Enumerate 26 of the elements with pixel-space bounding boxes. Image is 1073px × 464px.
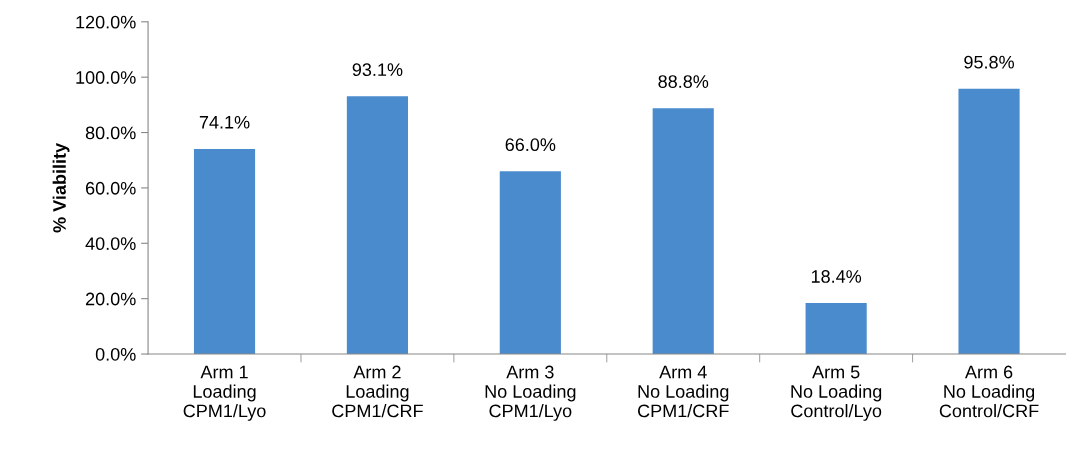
data-label: 18.4% (811, 270, 862, 283)
bar (499, 171, 561, 355)
bar (193, 148, 256, 355)
x-tick-label: Arm 6 No Loading Control/CRF (939, 365, 1039, 418)
y-tick-label: 40.0% (85, 237, 136, 251)
x-tick-label: Arm 2 Loading CPM1/CRF (332, 365, 423, 418)
bar (958, 88, 1020, 355)
bar (652, 108, 714, 355)
data-label: 74.1% (199, 115, 250, 129)
y-tick-label: 0.0% (95, 347, 136, 361)
bar (346, 96, 409, 355)
data-label: 93.1% (352, 63, 403, 77)
x-tick-label: Arm 5 No Loading Control/Lyo (791, 365, 882, 421)
y-tick-label: 60.0% (85, 181, 136, 195)
data-label: 66.0% (505, 138, 556, 152)
data-label: 95.8% (964, 55, 1014, 69)
x-tick-label: Arm 3 No Loading CPM1/Lyo (485, 365, 576, 421)
y-tick-label: 100.0% (76, 71, 136, 84)
x-tick-label: Arm 4 No Loading CPM1/CRF (638, 365, 729, 418)
y-tick-label: 120.0% (76, 15, 136, 29)
bar (805, 303, 867, 355)
data-label: 88.8% (658, 75, 709, 88)
y-tick-label: 20.0% (85, 292, 136, 306)
y-axis-title: % Viability (52, 143, 70, 233)
y-tick-label: 80.0% (85, 126, 136, 140)
x-tick-label: Arm 1 Loading CPM1/Lyo (183, 365, 266, 421)
